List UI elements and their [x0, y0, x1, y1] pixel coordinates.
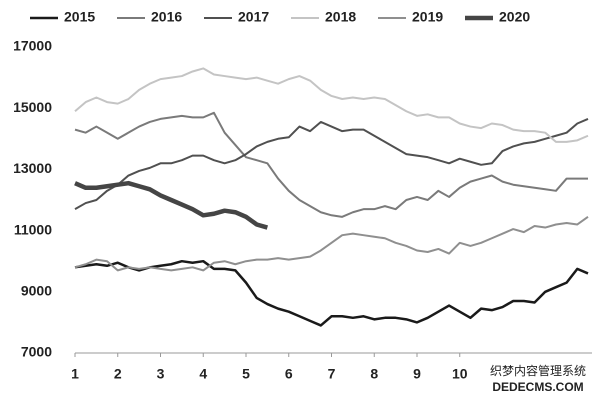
y-tick-label: 13000 — [13, 160, 52, 176]
legend-label: 2016 — [151, 9, 182, 25]
x-tick-label: 4 — [199, 366, 207, 382]
y-tick-label: 9000 — [21, 283, 52, 299]
y-tick-label: 11000 — [14, 221, 52, 237]
series-line — [74, 67, 589, 143]
series-line — [74, 216, 589, 272]
x-tick-label: 1 — [71, 366, 79, 382]
x-tick-label: 7 — [328, 366, 336, 382]
series-line — [74, 111, 588, 218]
x-tick-label: 3 — [157, 366, 165, 382]
legend-label: 2018 — [325, 9, 356, 25]
x-tick-label: 5 — [242, 366, 250, 382]
series-line — [74, 117, 589, 211]
legend-label: 2019 — [412, 9, 443, 25]
x-tick-label: 6 — [285, 366, 293, 382]
legend-label: 2015 — [64, 9, 95, 25]
y-tick-label: 15000 — [13, 99, 52, 115]
series-line — [74, 259, 589, 327]
series-line — [74, 180, 268, 230]
legend-label: 2017 — [238, 9, 269, 25]
watermark: DEDECMS.COM — [492, 380, 583, 394]
x-tick-label: 9 — [413, 366, 421, 382]
legend-label: 2020 — [499, 9, 530, 25]
y-tick-label: 17000 — [13, 38, 52, 54]
watermark: 织梦内容管理系统 — [490, 363, 586, 378]
x-tick-label: 8 — [370, 366, 378, 382]
y-tick-label: 7000 — [21, 344, 52, 360]
x-tick-label: 10 — [452, 366, 468, 382]
x-tick-label: 2 — [114, 366, 122, 382]
